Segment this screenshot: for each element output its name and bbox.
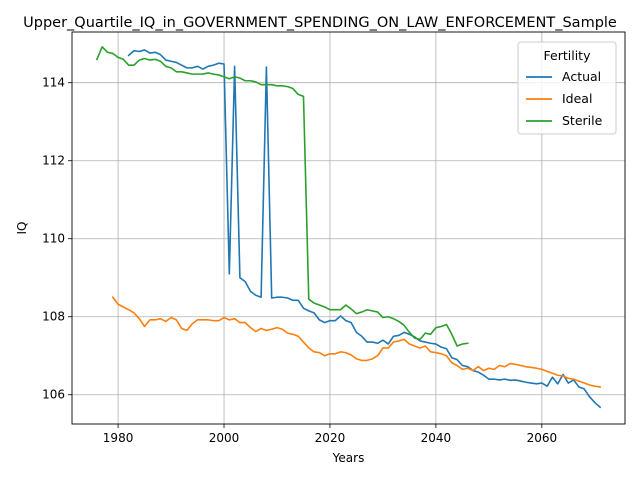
series-line-sterile [95,46,469,347]
chart-title: Upper_Quartile_IQ_in_GOVERNMENT_SPENDING… [23,15,617,31]
x-tick-label: 1980 [103,431,134,445]
legend-title: Fertility [544,48,592,63]
legend: Fertility Actual Ideal Sterile [517,41,617,135]
y-tick-label: 112 [42,154,65,168]
series-line-actual [127,49,602,409]
y-tick-label: 106 [42,388,65,402]
legend-label-ideal: Ideal [562,91,592,106]
series-line-ideal [111,296,602,388]
x-axis-label: Years [332,451,365,465]
legend-box [517,41,617,135]
y-tick-label: 114 [42,76,65,90]
legend-label-sterile: Sterile [562,113,603,128]
x-tick-label: 2040 [421,431,452,445]
legend-label-actual: Actual [562,69,601,84]
x-tick-label: 2000 [209,431,240,445]
legend-items: Actual Ideal Sterile [526,69,603,128]
y-axis-label: IQ [15,222,29,235]
y-tick-label: 110 [42,232,65,246]
axis-ticks: 1980 2000 2020 2040 2060 106 108 110 112 114 [42,76,557,445]
axes-frame [71,31,626,425]
y-tick-label: 108 [42,310,65,324]
x-tick-label: 2020 [315,431,346,445]
x-tick-label: 2060 [527,431,558,445]
series-lines [95,46,602,409]
